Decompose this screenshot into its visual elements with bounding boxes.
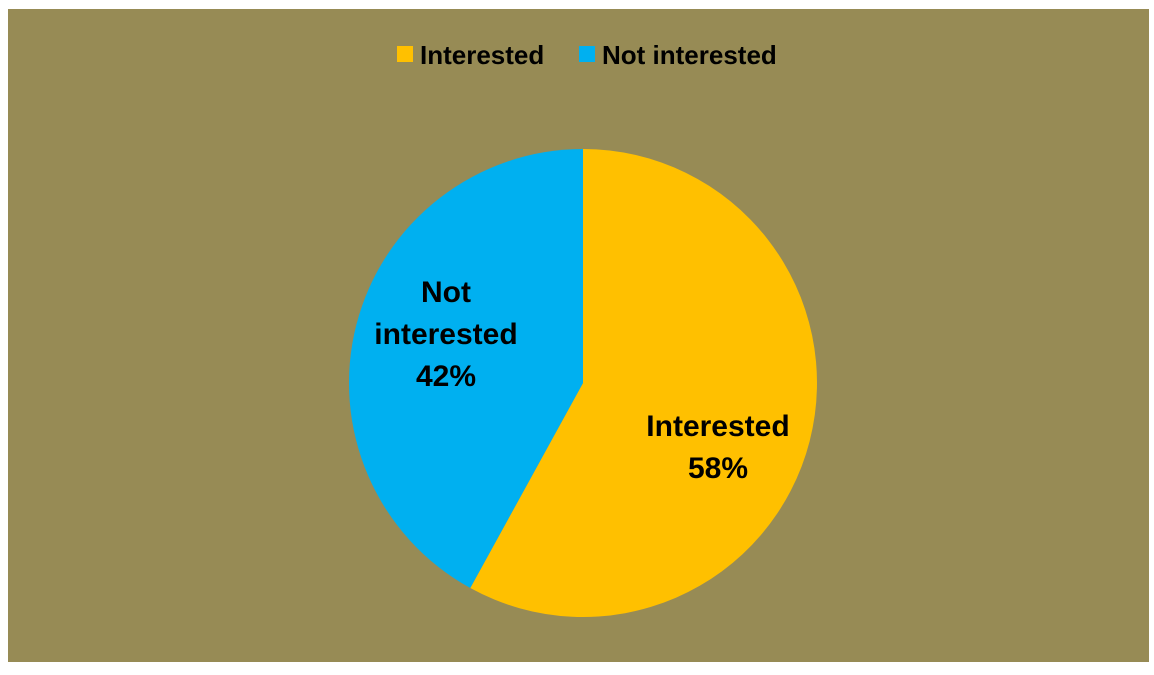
- legend-label-not-interested: Not interested: [602, 40, 777, 70]
- data-label-line: Interested: [646, 410, 789, 443]
- legend-label-interested: Interested: [420, 40, 544, 70]
- data-label-interested: Interested 58%: [646, 410, 789, 485]
- data-label-not-interested: Not interested 42%: [374, 276, 517, 393]
- data-label-line: interested: [374, 318, 517, 351]
- data-label-line: 58%: [688, 452, 748, 485]
- data-label-line: Not: [421, 276, 471, 309]
- pie-slice-not-interested: [348, 148, 583, 589]
- legend-swatch-interested: [397, 46, 413, 62]
- data-label-line: 42%: [416, 360, 476, 393]
- chart-legend: Interested Not interested: [397, 40, 777, 70]
- pie-data-labels: Interested 58% Not interested 42%: [374, 276, 789, 485]
- chart-area: Interested Not interested Interested 58% No…: [8, 9, 1149, 662]
- pie-slice-interested: [470, 149, 817, 617]
- pie-chart: Interested Not interested Interested 58% No…: [8, 9, 1149, 662]
- pie-slices: [348, 148, 817, 617]
- legend-swatch-not-interested: [579, 46, 595, 62]
